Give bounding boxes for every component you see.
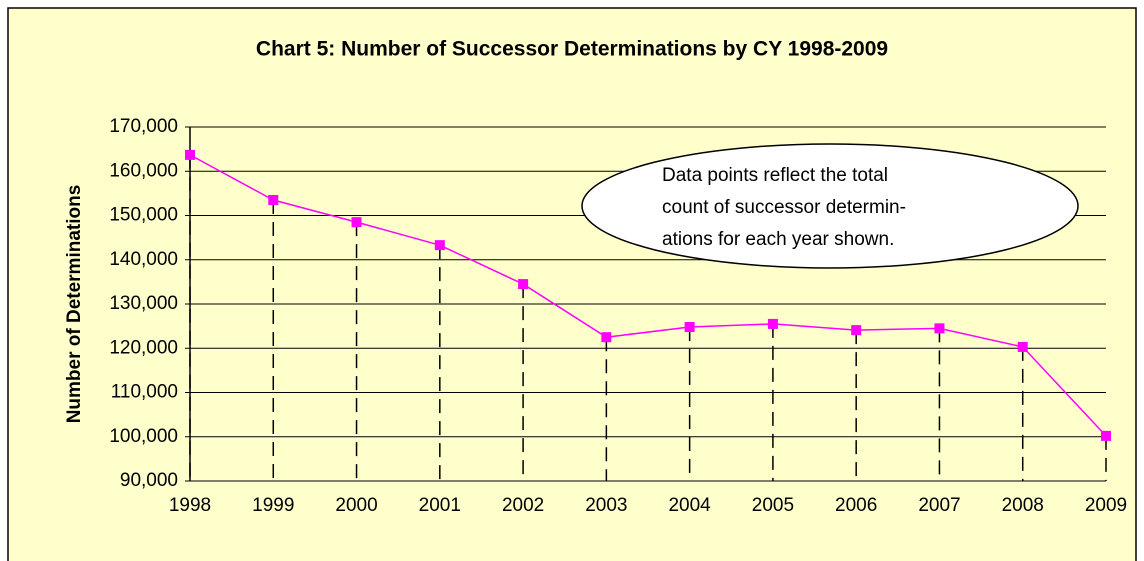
data-point xyxy=(1017,341,1028,352)
y-tick-label: 170,000 xyxy=(109,116,178,137)
y-tick-label: 90,000 xyxy=(120,470,178,491)
data-point xyxy=(1101,430,1111,441)
y-tick-label: 110,000 xyxy=(111,382,178,403)
data-point xyxy=(434,240,445,251)
x-tick-label: 2009 xyxy=(1085,495,1127,516)
x-tick-label: 2003 xyxy=(585,495,627,516)
chart-background xyxy=(7,7,1137,561)
data-point xyxy=(851,325,862,336)
data-point xyxy=(601,332,612,343)
y-tick-label: 100,000 xyxy=(109,426,178,447)
x-tick-label: 2002 xyxy=(502,495,544,516)
y-axis-title: Number of Determinations xyxy=(64,185,85,424)
x-tick-label: 2001 xyxy=(419,495,461,516)
y-tick-label: 150,000 xyxy=(109,205,178,226)
x-tick-label: 2004 xyxy=(668,495,711,516)
y-tick-label: 140,000 xyxy=(109,249,178,270)
x-tick-label: 1998 xyxy=(169,495,211,516)
data-point xyxy=(268,195,279,206)
data-point xyxy=(518,279,529,290)
data-point xyxy=(351,217,362,228)
annotation-bubble xyxy=(581,143,1079,269)
data-point xyxy=(934,323,945,334)
data-point xyxy=(767,318,778,329)
x-tick-label: 2008 xyxy=(1002,495,1044,516)
data-point xyxy=(185,149,195,160)
annotation-text: Data points reflect the total xyxy=(662,165,888,186)
y-tick-label: 120,000 xyxy=(109,337,178,358)
annotation-text: count of successor determin- xyxy=(662,197,906,218)
x-tick-label: 2000 xyxy=(335,495,377,516)
y-tick-label: 160,000 xyxy=(109,160,178,181)
series-line xyxy=(189,154,1107,437)
x-tick-label: 2005 xyxy=(752,495,794,516)
x-tick-label: 2006 xyxy=(835,495,877,516)
data-point xyxy=(684,322,695,333)
annotation-text: ations for each year shown. xyxy=(662,229,894,250)
x-tick-label: 1999 xyxy=(252,495,294,516)
x-tick-label: 2007 xyxy=(918,495,960,516)
chart-title: Chart 5: Number of Successor Determinati… xyxy=(256,38,888,61)
y-tick-label: 130,000 xyxy=(109,293,178,314)
